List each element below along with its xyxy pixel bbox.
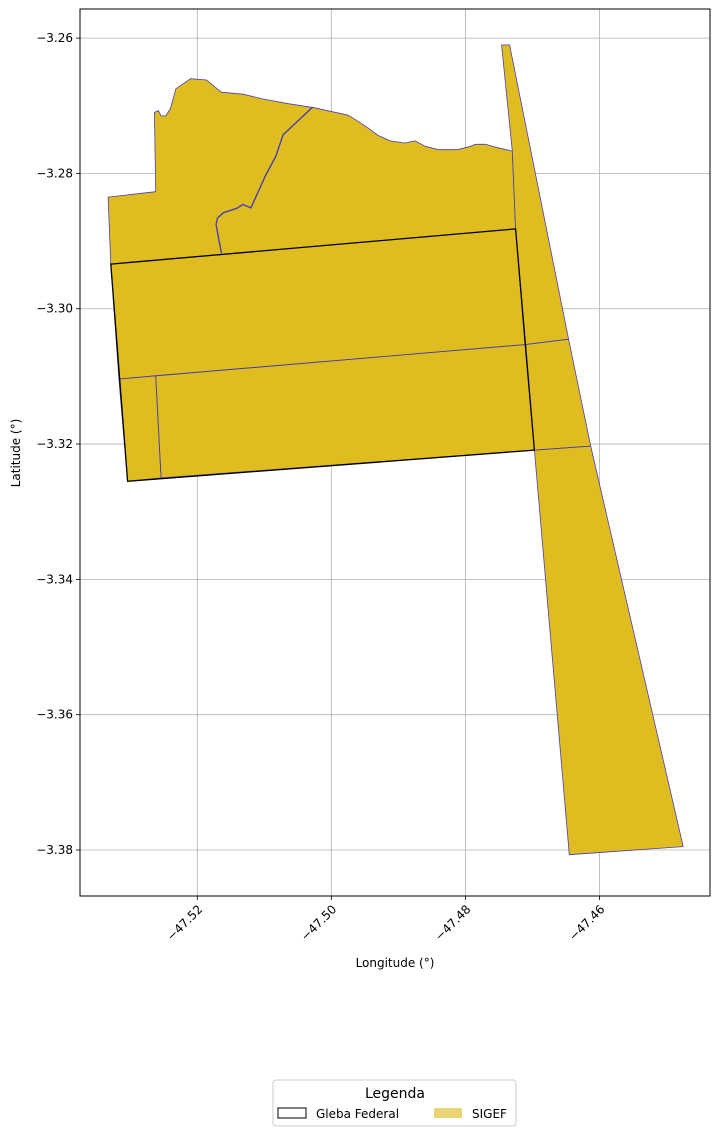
- sigef-polygons: [108, 45, 683, 855]
- y-tick-label: −3.28: [36, 166, 73, 180]
- y-tick-label: −3.32: [36, 437, 73, 451]
- sigef-east-strip-south: [534, 446, 683, 855]
- x-axis-label: Longitude (°): [356, 956, 435, 970]
- y-tick-label: −3.36: [36, 708, 73, 722]
- x-tick-label: −47.48: [432, 902, 473, 943]
- sigef-southwest-strip: [119, 376, 161, 482]
- y-tick-label: −3.26: [36, 31, 73, 45]
- legend-gleba-label: Gleba Federal: [316, 1107, 399, 1121]
- x-tick-label: −47.46: [566, 902, 607, 943]
- legend-title: Legenda: [365, 1086, 425, 1102]
- legend-sigef-swatch: [434, 1108, 462, 1118]
- y-axis-label: Latitude (°): [9, 419, 23, 488]
- x-tick-label: −47.50: [298, 902, 339, 943]
- y-tick-label: −3.30: [36, 302, 73, 316]
- sigef-east-strip-middle: [525, 339, 591, 450]
- legend: Legenda Gleba Federal SIGEF: [273, 1080, 516, 1126]
- x-tick-label: −47.52: [164, 902, 205, 943]
- y-tick-label: −3.38: [36, 843, 73, 857]
- y-tick-label: −3.34: [36, 572, 73, 586]
- legend-sigef-label: SIGEF: [472, 1107, 507, 1121]
